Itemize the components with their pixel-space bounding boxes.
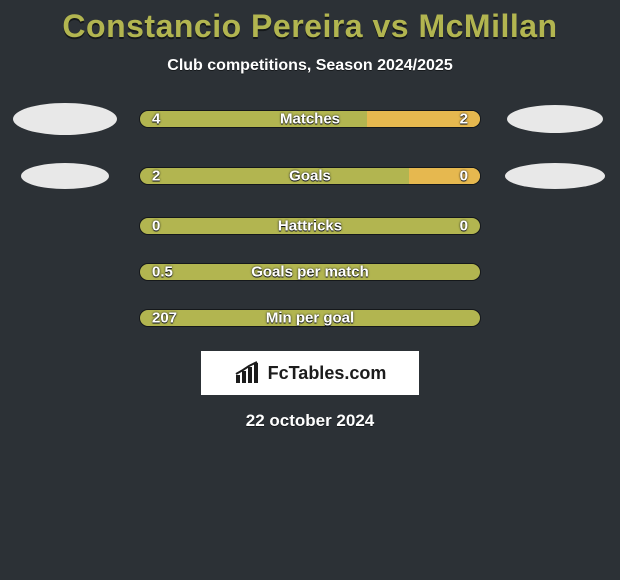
stat-left-value: 4 bbox=[152, 111, 160, 128]
ellipse-icon bbox=[13, 103, 117, 135]
ellipse-icon bbox=[507, 105, 603, 133]
stat-row: 4 Matches 2 bbox=[0, 103, 620, 135]
stat-row: 2 Goals 0 bbox=[0, 163, 620, 189]
right-ball-wrap bbox=[495, 163, 615, 189]
stat-bar: 207 Min per goal bbox=[139, 309, 481, 327]
stat-name: Goals per match bbox=[251, 264, 369, 281]
page-title: Constancio Pereira vs McMillan bbox=[0, 8, 620, 45]
stat-name: Min per goal bbox=[266, 310, 354, 327]
stat-row: 0.5 Goals per match bbox=[0, 263, 620, 281]
stat-bar: 2 Goals 0 bbox=[139, 167, 481, 185]
left-ball-wrap bbox=[5, 103, 125, 135]
stat-left-value: 0.5 bbox=[152, 264, 173, 281]
stat-bar: 0.5 Goals per match bbox=[139, 263, 481, 281]
stats-block: 4 Matches 2 2 Goals 0 0 Hattricks 0 0.5 Goals per … bbox=[0, 103, 620, 327]
stat-right-value: 2 bbox=[460, 111, 468, 128]
stat-bar-right-fill bbox=[409, 168, 480, 184]
brand-badge: FcTables.com bbox=[201, 351, 419, 395]
stat-bar: 0 Hattricks 0 bbox=[139, 217, 481, 235]
stats-infographic: Constancio Pereira vs McMillan Club comp… bbox=[0, 0, 620, 431]
stat-name: Matches bbox=[280, 111, 340, 128]
stat-row: 207 Min per goal bbox=[0, 309, 620, 327]
left-ball-wrap bbox=[5, 163, 125, 189]
stat-left-value: 207 bbox=[152, 310, 177, 327]
stat-right-value: 0 bbox=[460, 218, 468, 235]
subtitle: Club competitions, Season 2024/2025 bbox=[0, 57, 620, 75]
stat-left-value: 0 bbox=[152, 218, 160, 235]
brand-chart-icon bbox=[234, 361, 262, 385]
stat-name: Goals bbox=[289, 168, 331, 185]
brand-text: FcTables.com bbox=[268, 363, 387, 384]
stat-bar: 4 Matches 2 bbox=[139, 110, 481, 128]
ellipse-icon bbox=[505, 163, 605, 189]
stat-name: Hattricks bbox=[278, 218, 342, 235]
stat-right-value: 0 bbox=[460, 168, 468, 185]
ellipse-icon bbox=[21, 163, 109, 189]
date-text: 22 october 2024 bbox=[0, 411, 620, 431]
right-ball-wrap bbox=[495, 105, 615, 133]
stat-row: 0 Hattricks 0 bbox=[0, 217, 620, 235]
stat-left-value: 2 bbox=[152, 168, 160, 185]
